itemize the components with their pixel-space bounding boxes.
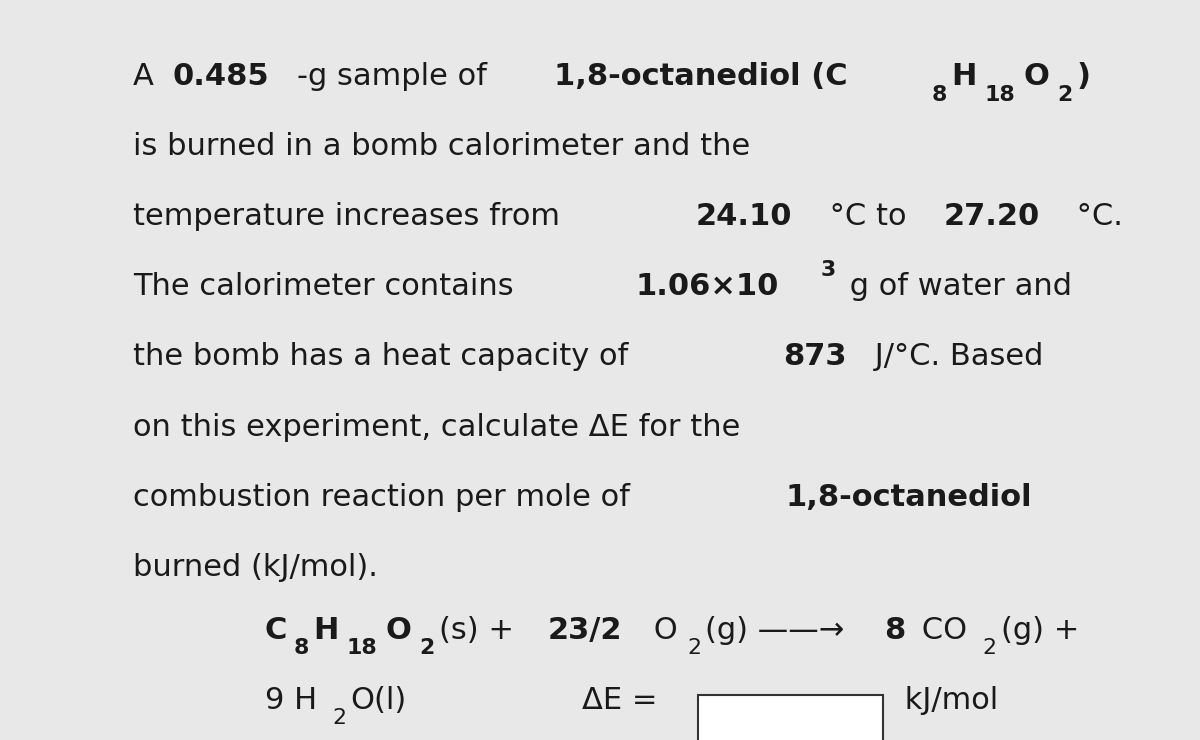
Text: the bomb has a heat capacity of: the bomb has a heat capacity of	[133, 343, 638, 371]
Text: O: O	[643, 616, 677, 645]
Text: 3: 3	[820, 260, 835, 280]
Text: 27.20: 27.20	[943, 203, 1039, 232]
Text: J/°C. Based: J/°C. Based	[865, 343, 1043, 371]
Text: H: H	[952, 62, 977, 92]
Text: temperature increases from: temperature increases from	[133, 203, 570, 232]
Text: 873: 873	[784, 343, 847, 371]
Text: kJ/mol: kJ/mol	[895, 685, 998, 715]
Text: 18: 18	[346, 638, 377, 658]
Text: 1,8-octanediol (C: 1,8-octanediol (C	[554, 62, 847, 92]
Text: 1.06×10: 1.06×10	[636, 272, 779, 301]
Text: A: A	[133, 62, 163, 92]
Text: 24.10: 24.10	[695, 203, 792, 232]
Text: °C.: °C.	[1067, 203, 1123, 232]
Text: combustion reaction per mole of: combustion reaction per mole of	[133, 482, 640, 511]
Text: 9 H: 9 H	[265, 685, 317, 715]
Text: 2: 2	[332, 708, 346, 728]
Text: H: H	[313, 616, 338, 645]
Text: 2: 2	[688, 638, 701, 658]
Text: The calorimeter contains: The calorimeter contains	[133, 272, 523, 301]
Text: 8: 8	[294, 638, 308, 658]
Text: 18: 18	[984, 85, 1015, 105]
Text: on this experiment, calculate ΔE for the: on this experiment, calculate ΔE for the	[133, 412, 740, 442]
Text: 8: 8	[884, 616, 906, 645]
Text: 8: 8	[932, 85, 947, 105]
Text: (g) ——→: (g) ——→	[706, 616, 845, 645]
Text: g of water and: g of water and	[840, 272, 1072, 301]
Text: is burned in a bomb calorimeter and the: is burned in a bomb calorimeter and the	[133, 132, 750, 161]
Text: burned (kJ/mol).: burned (kJ/mol).	[133, 553, 378, 582]
Text: CO: CO	[912, 616, 967, 645]
Text: (g) +: (g) +	[1001, 616, 1079, 645]
Text: 2: 2	[1057, 85, 1073, 105]
Text: ΔE =: ΔE =	[582, 685, 667, 715]
Text: O(l): O(l)	[350, 685, 406, 715]
Text: 23/2: 23/2	[547, 616, 622, 645]
Text: (s) +: (s) +	[438, 616, 523, 645]
Text: O: O	[1024, 62, 1050, 92]
Text: 0.485: 0.485	[173, 62, 269, 92]
Text: -g sample of: -g sample of	[296, 62, 497, 92]
Text: 2: 2	[983, 638, 997, 658]
Text: 2: 2	[419, 638, 434, 658]
Text: ): )	[1076, 62, 1091, 92]
Text: 1,8-octanediol: 1,8-octanediol	[785, 482, 1032, 511]
Text: °C to: °C to	[820, 203, 916, 232]
Text: C: C	[265, 616, 287, 645]
FancyBboxPatch shape	[697, 695, 883, 740]
Text: O: O	[385, 616, 412, 645]
